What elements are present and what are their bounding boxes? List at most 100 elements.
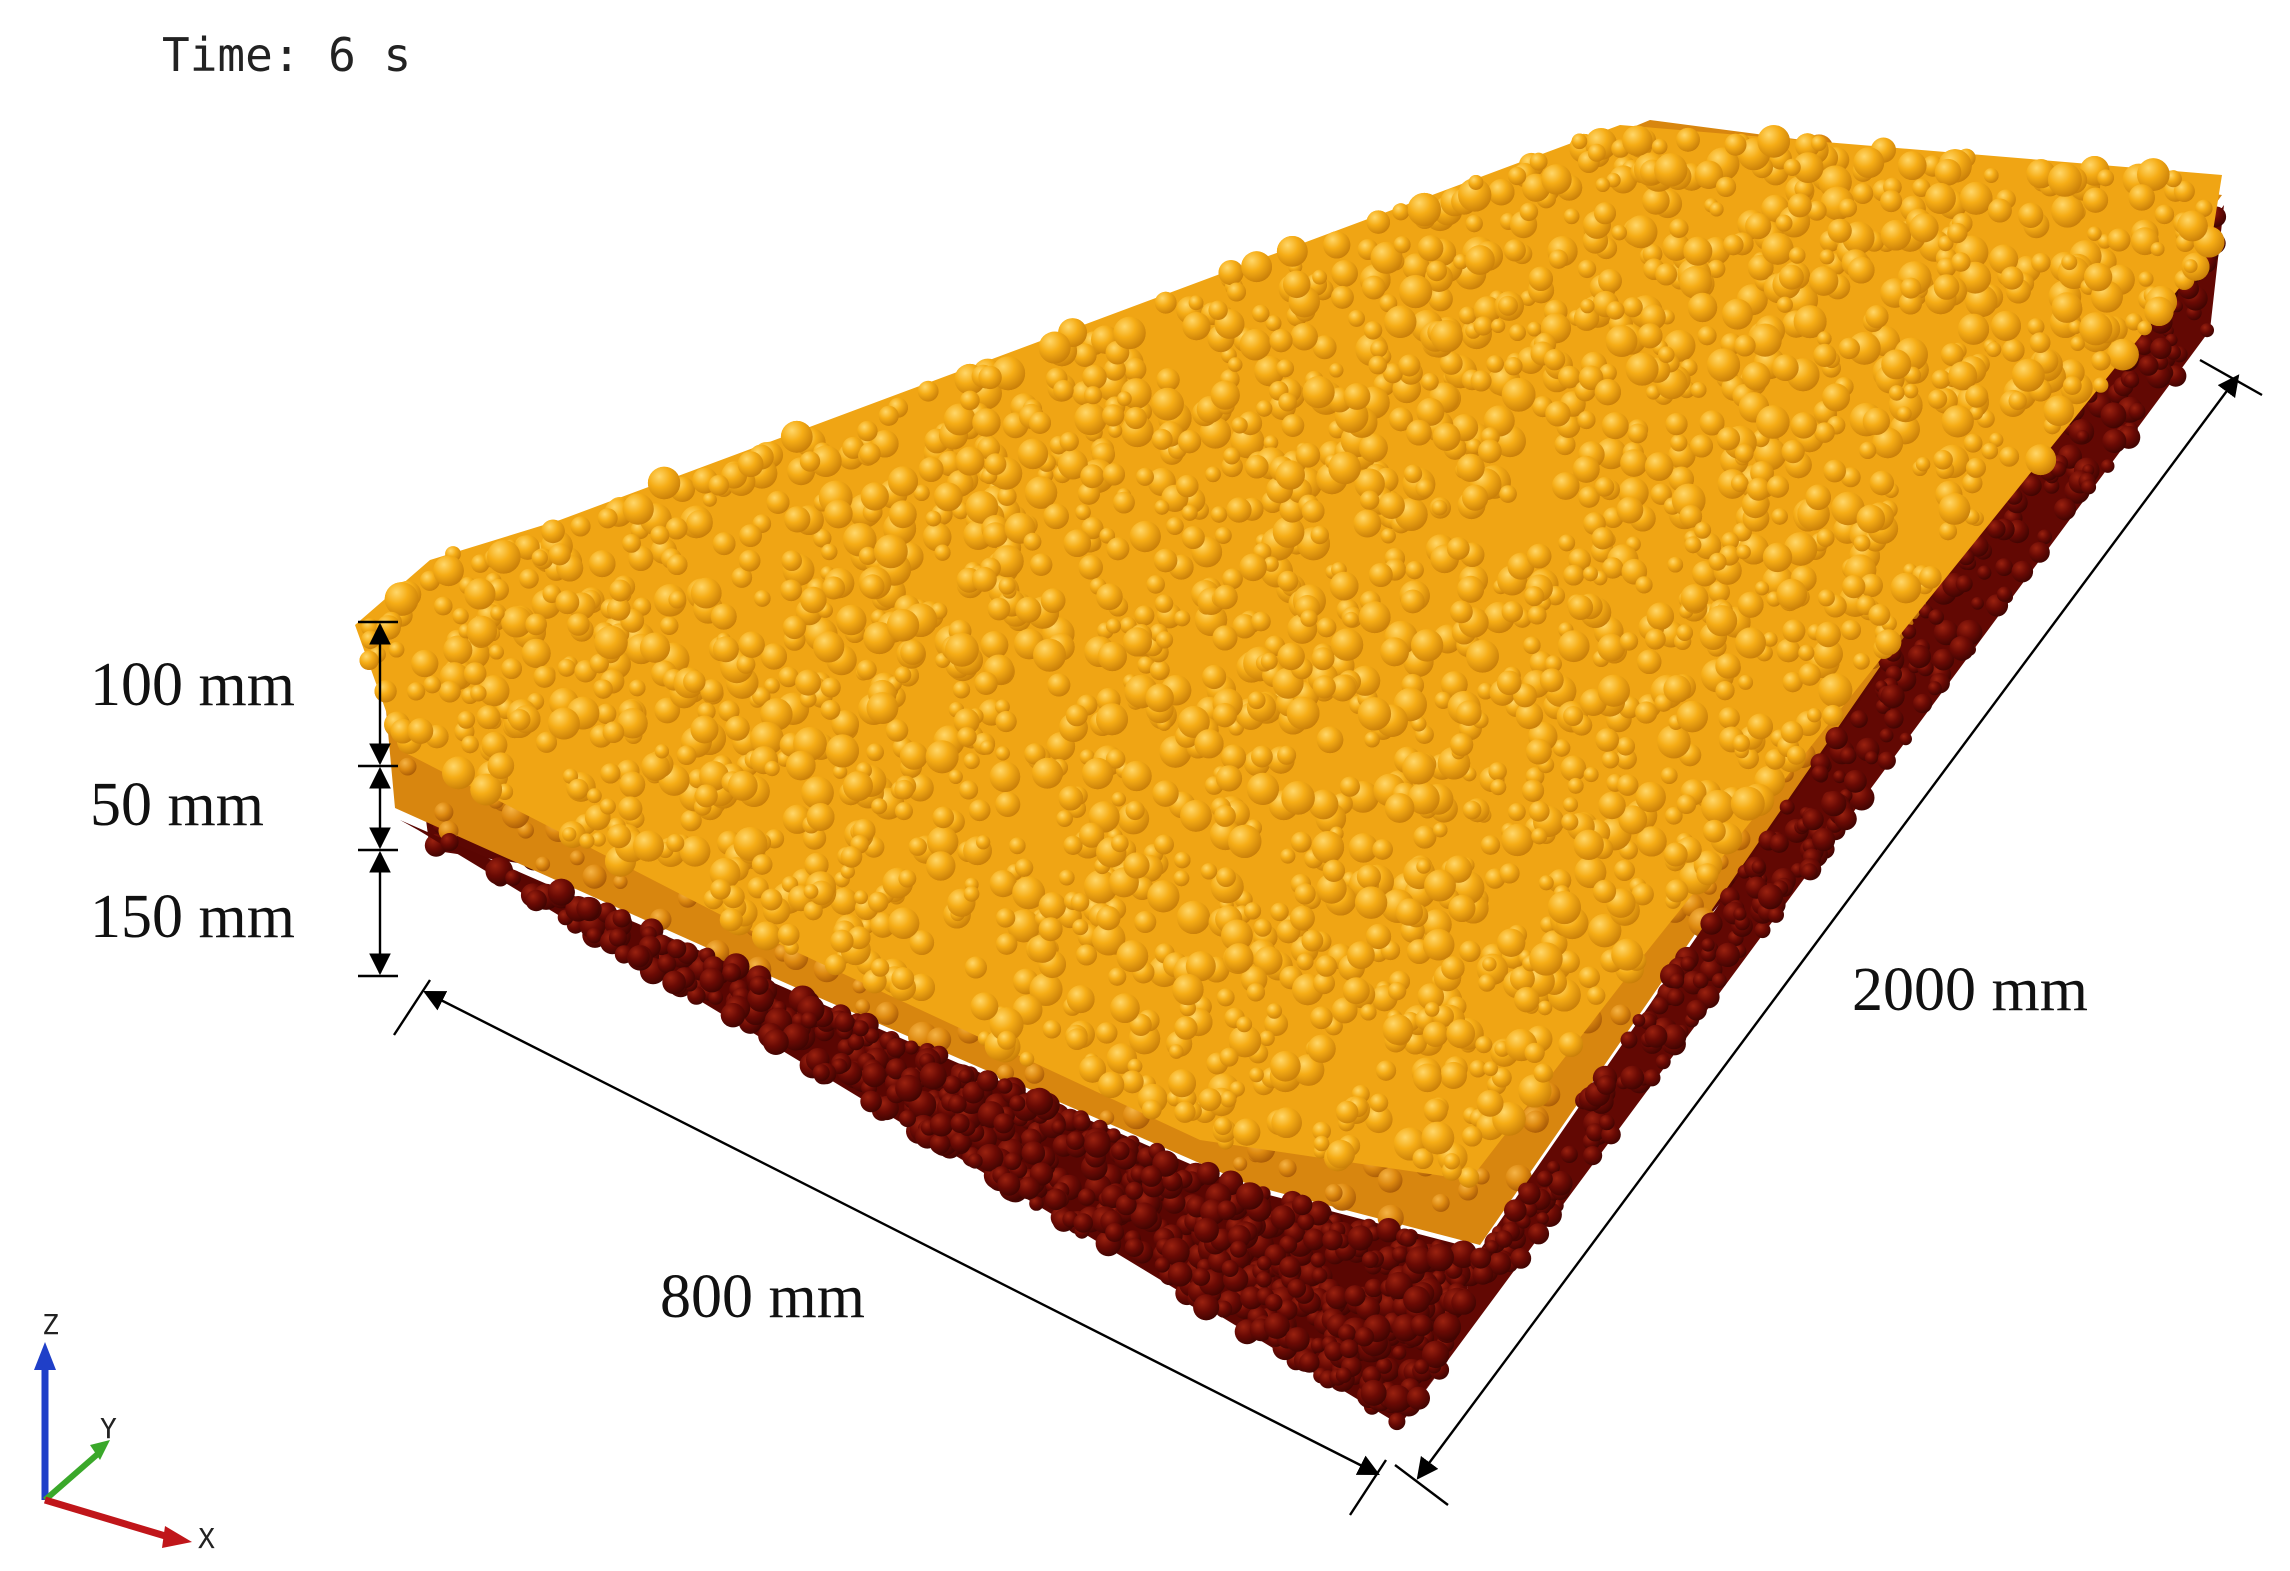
particle bbox=[1256, 1271, 1272, 1288]
particle bbox=[1045, 1188, 1067, 1211]
particle bbox=[398, 757, 417, 776]
particle bbox=[1610, 1004, 1631, 1026]
particle bbox=[1257, 1255, 1272, 1271]
particle bbox=[929, 1133, 951, 1154]
particle bbox=[1073, 1213, 1093, 1233]
particle bbox=[1801, 863, 1818, 880]
particle bbox=[1577, 259, 1597, 279]
particle bbox=[586, 927, 602, 944]
particle bbox=[1024, 1064, 1045, 1084]
particle bbox=[1949, 635, 1975, 661]
particle bbox=[2070, 336, 2085, 352]
particle bbox=[1596, 1075, 1616, 1095]
particle bbox=[1503, 239, 1526, 262]
particle bbox=[1802, 808, 1824, 831]
particle bbox=[628, 679, 646, 697]
particle bbox=[2011, 560, 2034, 583]
particle bbox=[1667, 988, 1685, 1007]
particle bbox=[1715, 942, 1740, 968]
particle bbox=[1864, 751, 1879, 765]
particle bbox=[1007, 909, 1041, 943]
particle bbox=[1066, 1131, 1085, 1150]
particle bbox=[627, 945, 650, 968]
particle bbox=[434, 802, 454, 822]
particle bbox=[1017, 1176, 1041, 1200]
particle bbox=[1051, 1120, 1066, 1134]
particle bbox=[1711, 973, 1727, 989]
particle bbox=[1377, 1167, 1403, 1193]
particle bbox=[1167, 1261, 1193, 1287]
particle bbox=[1361, 1251, 1379, 1269]
particle bbox=[1376, 1357, 1393, 1374]
particle bbox=[1084, 1131, 1111, 1158]
particle bbox=[1253, 918, 1272, 937]
particle bbox=[680, 809, 702, 832]
particle bbox=[1125, 1181, 1144, 1200]
particle bbox=[1410, 1314, 1433, 1337]
particle bbox=[1335, 1367, 1352, 1384]
particle bbox=[950, 1113, 970, 1133]
particle bbox=[1025, 1087, 1054, 1115]
particle bbox=[576, 896, 600, 921]
particle bbox=[535, 856, 551, 872]
particle bbox=[832, 764, 848, 779]
particle bbox=[1844, 769, 1867, 793]
particle bbox=[1768, 906, 1784, 923]
particle bbox=[1301, 929, 1324, 952]
particle bbox=[1880, 684, 1905, 709]
particle bbox=[2150, 337, 2172, 360]
particle bbox=[800, 1011, 818, 1029]
particle bbox=[967, 1153, 983, 1169]
particle bbox=[2134, 335, 2154, 356]
particle bbox=[2102, 429, 2127, 454]
particle bbox=[1821, 790, 1847, 817]
particle bbox=[830, 887, 858, 915]
particle bbox=[1811, 765, 1829, 782]
particle bbox=[1632, 1014, 1646, 1027]
particle bbox=[1451, 1290, 1477, 1315]
particle bbox=[919, 1062, 947, 1090]
particle bbox=[1733, 907, 1747, 921]
particle bbox=[1364, 1278, 1383, 1298]
particle bbox=[1928, 609, 1944, 625]
particle bbox=[1406, 1386, 1430, 1410]
particle bbox=[1738, 674, 1754, 690]
particle bbox=[1193, 1294, 1220, 1321]
particle bbox=[1216, 1200, 1237, 1220]
particle bbox=[440, 833, 459, 852]
particle bbox=[1072, 1113, 1091, 1131]
particle bbox=[1312, 335, 1337, 360]
particle bbox=[1877, 751, 1896, 770]
particle bbox=[1279, 1256, 1301, 1278]
particle bbox=[1322, 1229, 1343, 1251]
particle bbox=[1021, 1141, 1046, 1165]
particle bbox=[1599, 1114, 1615, 1131]
particle bbox=[1414, 1359, 1429, 1375]
particle bbox=[1644, 1024, 1668, 1048]
particle bbox=[2107, 338, 2139, 371]
particle bbox=[1669, 973, 1685, 989]
particle bbox=[1192, 1267, 1211, 1286]
particle bbox=[1111, 1141, 1130, 1161]
particle bbox=[1285, 1327, 1310, 1352]
particle bbox=[570, 516, 591, 537]
particle bbox=[958, 1069, 973, 1084]
particle bbox=[1400, 1230, 1417, 1247]
particle bbox=[731, 567, 753, 588]
particle bbox=[1504, 1199, 1527, 1222]
particle bbox=[1339, 1339, 1359, 1359]
particle bbox=[1839, 747, 1857, 765]
particle bbox=[667, 939, 687, 959]
particle bbox=[886, 1038, 906, 1058]
particle bbox=[2053, 498, 2077, 521]
particle bbox=[1560, 1145, 1578, 1163]
particle bbox=[1360, 1379, 1387, 1406]
particle bbox=[1686, 999, 1707, 1021]
particle bbox=[1392, 1246, 1408, 1263]
particle bbox=[1146, 575, 1165, 594]
particle bbox=[1527, 1223, 1550, 1245]
particle bbox=[752, 687, 771, 706]
particle bbox=[764, 677, 780, 694]
particle bbox=[1287, 1279, 1307, 1298]
particle bbox=[2100, 402, 2127, 429]
